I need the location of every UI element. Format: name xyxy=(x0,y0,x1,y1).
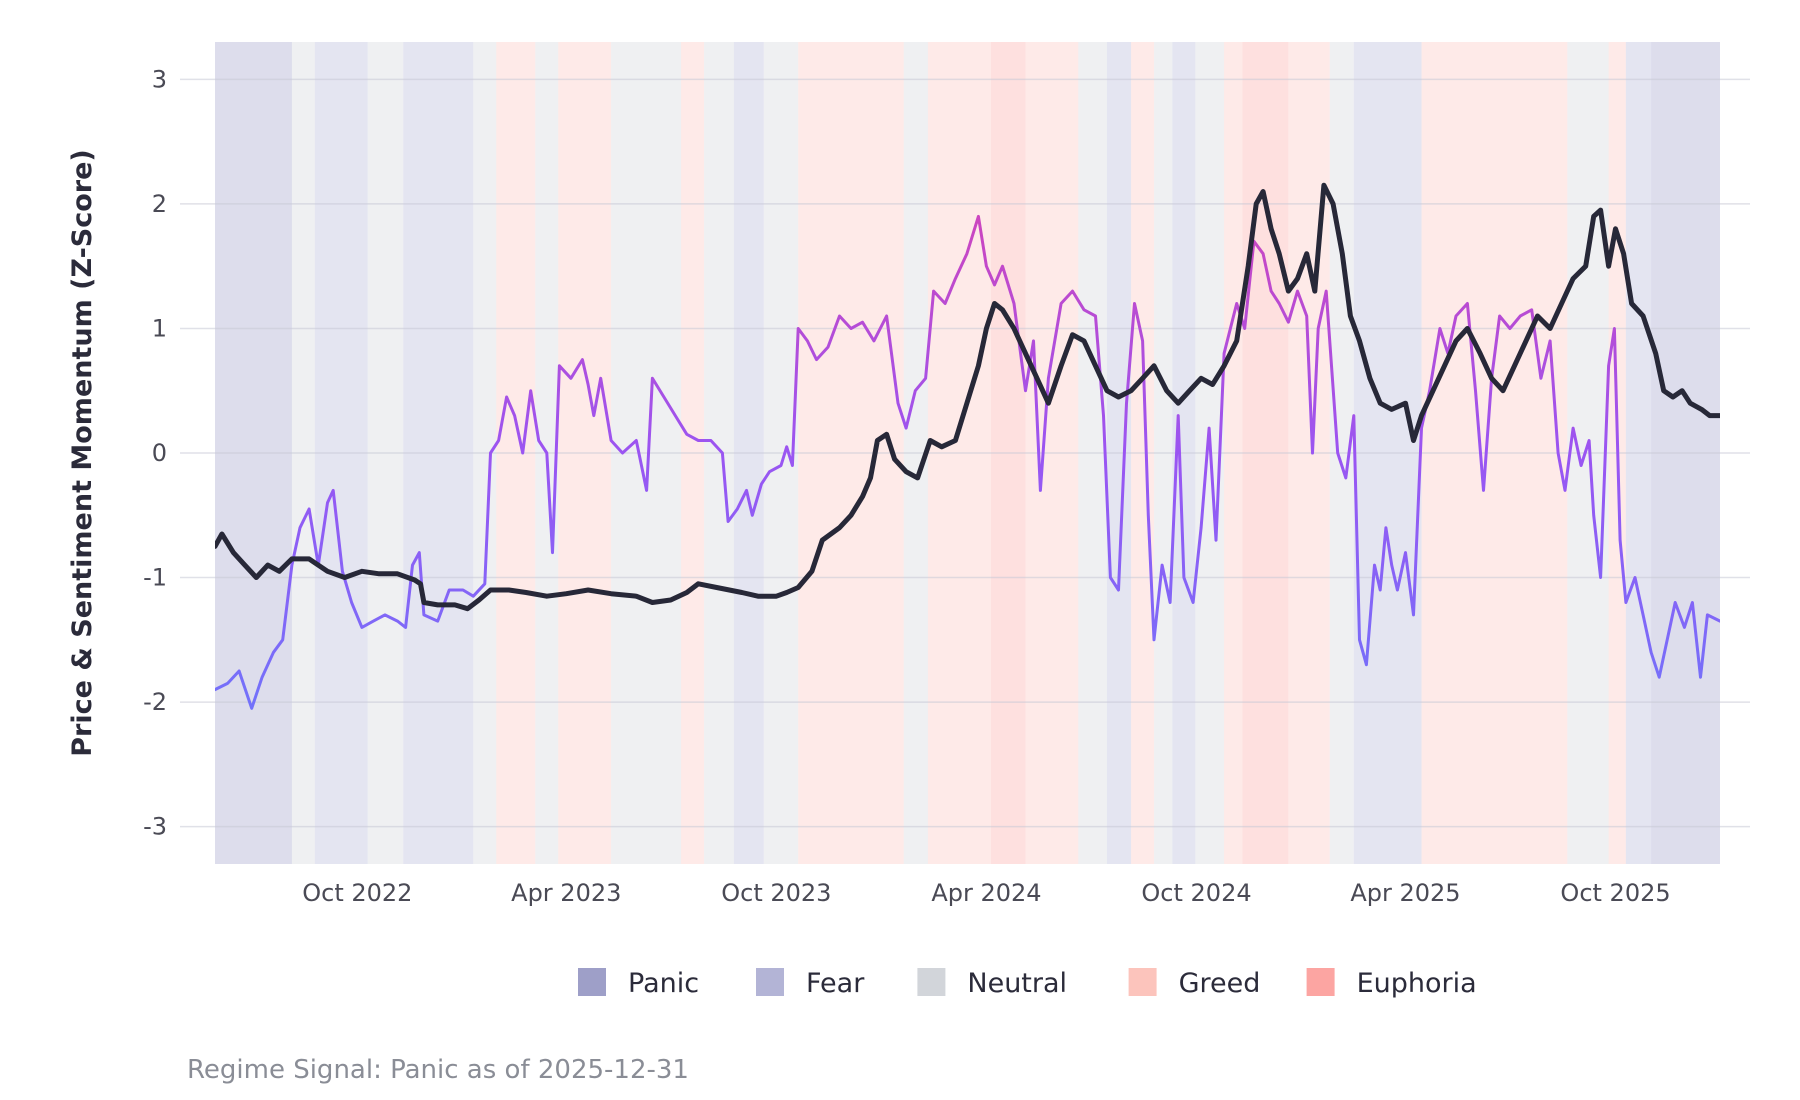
x-axis-ticks: Oct 2022 Apr 2023 Oct 2023 Apr 2024 Oct 2024… xyxy=(302,879,1670,907)
x-tick-label: Apr 2025 xyxy=(1350,879,1460,907)
x-tick-label: Oct 2022 xyxy=(302,879,412,907)
y-axis-ticks: 3 2 1 0 -1 -2 -3 xyxy=(143,65,167,840)
legend-swatch-greed xyxy=(1128,968,1157,996)
x-tick-label: Oct 2023 xyxy=(721,879,831,907)
legend-swatch-panic xyxy=(578,968,606,996)
x-tick-label: Apr 2024 xyxy=(931,879,1041,907)
y-tick-label: 2 xyxy=(152,190,167,218)
legend-label-greed: Greed xyxy=(1179,968,1261,999)
legend-label-neutral: Neutral xyxy=(967,968,1067,999)
y-tick-label: -2 xyxy=(143,688,167,716)
legend-swatch-euphoria xyxy=(1306,968,1335,996)
legend-swatch-fear xyxy=(756,968,784,996)
y-tick-label: 1 xyxy=(152,314,167,342)
y-tick-label: -1 xyxy=(143,564,167,592)
legend-swatch-neutral xyxy=(917,968,946,996)
legend: Panic Fear Neutral Greed Euphoria xyxy=(578,968,1477,999)
series-lines xyxy=(215,182,1720,710)
regime-caption: Regime Signal: Panic as of 2025-12-31 xyxy=(187,1055,689,1085)
legend-label-fear: Fear xyxy=(806,968,865,999)
y-axis-title: Price & Sentiment Momentum (Z-Score) xyxy=(67,149,98,757)
grid-lines xyxy=(180,78,1750,828)
sentiment-momentum-line xyxy=(215,214,1720,710)
legend-label-panic: Panic xyxy=(628,968,699,999)
price-momentum-line xyxy=(215,182,1720,612)
y-tick-label: 3 xyxy=(152,65,167,93)
legend-label-euphoria: Euphoria xyxy=(1357,968,1477,999)
y-tick-label: -3 xyxy=(143,813,167,841)
x-tick-label: Oct 2024 xyxy=(1141,879,1251,907)
y-tick-label: 0 xyxy=(152,439,167,467)
x-tick-label: Apr 2023 xyxy=(511,879,621,907)
x-tick-label: Oct 2025 xyxy=(1560,879,1670,907)
